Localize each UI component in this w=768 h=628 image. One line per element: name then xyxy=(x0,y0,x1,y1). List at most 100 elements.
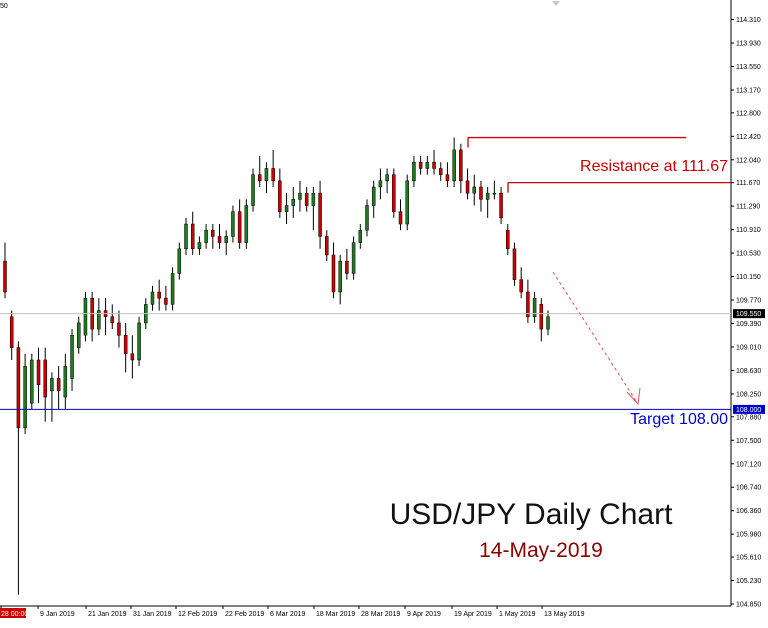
candle xyxy=(23,353,27,435)
candle-body xyxy=(412,162,416,182)
candle xyxy=(499,186,503,225)
candle-body xyxy=(76,322,81,348)
candle-body xyxy=(3,260,7,293)
candle-body xyxy=(137,322,141,361)
candle-body xyxy=(184,223,188,250)
candle-body xyxy=(170,273,175,305)
candle xyxy=(83,292,88,342)
candle xyxy=(237,199,242,249)
projection-arrowhead xyxy=(626,387,641,406)
candle-body xyxy=(197,242,202,250)
candle xyxy=(123,322,128,373)
price-tick-label: 108.630 xyxy=(736,368,761,375)
candle-body xyxy=(492,192,497,195)
candle-body xyxy=(445,174,450,182)
candle xyxy=(445,162,450,187)
candle xyxy=(472,174,477,206)
date-tick-label: 28 00:00 xyxy=(1,611,28,618)
date-tick-label: 22 Feb 2019 xyxy=(225,611,264,618)
candle-body xyxy=(83,297,88,336)
candle xyxy=(358,224,363,249)
candle xyxy=(492,180,497,200)
candle xyxy=(184,217,188,255)
candle-body xyxy=(385,174,389,182)
candle xyxy=(418,156,423,175)
candle xyxy=(298,180,302,212)
candle-body xyxy=(546,316,550,330)
top-left-label: 50 xyxy=(0,3,8,10)
candle xyxy=(190,211,195,255)
candle xyxy=(251,168,255,212)
candle-body xyxy=(499,192,503,219)
candle-body xyxy=(526,291,530,317)
price-tick-label: 111.670 xyxy=(736,180,760,187)
price-tick-label: 107.500 xyxy=(736,438,761,445)
candle xyxy=(398,199,403,231)
candle-body xyxy=(519,279,523,293)
candle xyxy=(465,168,470,200)
candle-body xyxy=(452,149,456,182)
candle xyxy=(211,224,215,249)
candle xyxy=(405,174,409,231)
candle-body xyxy=(378,180,383,188)
candle-body xyxy=(251,174,255,206)
candle xyxy=(231,205,235,243)
candle xyxy=(170,267,175,311)
candle xyxy=(50,372,54,422)
candle xyxy=(371,180,376,218)
candle-body xyxy=(532,297,537,317)
candle xyxy=(56,366,61,410)
candle-body xyxy=(311,192,316,206)
candle-body xyxy=(23,365,27,429)
candle-body xyxy=(351,242,356,274)
candle-body xyxy=(425,162,430,169)
candle-body xyxy=(150,291,155,305)
candle xyxy=(76,316,81,354)
candle xyxy=(164,285,168,311)
candle-body xyxy=(318,192,322,237)
price-tick-label: 112.420 xyxy=(736,134,761,141)
current-price-badge: 109.550 xyxy=(733,309,765,319)
candle xyxy=(284,193,289,225)
price-tick-label: 106.360 xyxy=(736,508,761,515)
candle xyxy=(325,230,329,262)
candle xyxy=(97,298,101,336)
candle xyxy=(432,149,436,175)
candle xyxy=(304,186,309,212)
candle-body xyxy=(291,199,296,206)
candle-body xyxy=(325,236,329,256)
date-tick-label: 13 May 2019 xyxy=(544,611,585,618)
candle xyxy=(130,335,135,379)
candle-body xyxy=(117,322,121,336)
candle xyxy=(539,298,544,342)
candle xyxy=(338,254,342,305)
candle-body xyxy=(30,359,34,404)
candle xyxy=(331,242,336,299)
candle-body xyxy=(190,223,195,250)
target-price-badge-label: 108.000 xyxy=(736,407,761,414)
candle xyxy=(217,224,222,249)
target-price-badge: 108.000 xyxy=(733,404,765,414)
date-tick-label: 9 Jan 2019 xyxy=(40,611,75,618)
date-tick-label: 6 Mar 2019 xyxy=(270,611,306,618)
candle-body xyxy=(204,229,208,243)
candle-body xyxy=(16,347,21,429)
candle-body xyxy=(479,186,483,200)
candle-body xyxy=(512,248,517,280)
price-tick-label: 110.530 xyxy=(736,251,761,258)
candle xyxy=(271,149,275,187)
target-label: Target 108.00 xyxy=(630,411,728,428)
candle-body xyxy=(164,297,168,305)
candle xyxy=(438,162,443,181)
candle-body xyxy=(371,186,376,206)
candle xyxy=(392,168,396,218)
candle xyxy=(506,224,510,255)
price-tick-label: 107.880 xyxy=(736,414,761,421)
candle-body xyxy=(43,359,47,398)
candle xyxy=(412,156,416,187)
candle-body xyxy=(177,248,182,274)
candle xyxy=(110,304,115,330)
